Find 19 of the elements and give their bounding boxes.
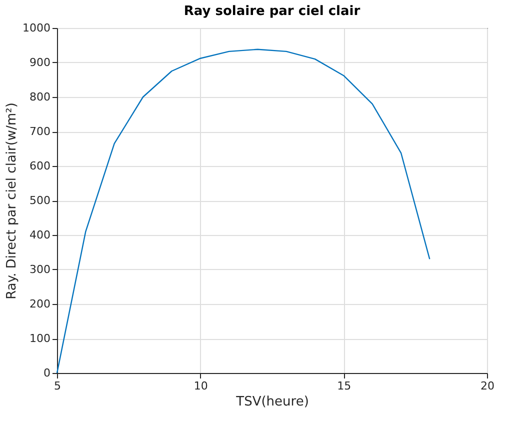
x-tick-label: 15 [337, 380, 352, 392]
y-tick-label: 300 [30, 263, 50, 276]
y-tick-label: 600 [30, 160, 50, 172]
y-tick-label: 400 [30, 228, 50, 242]
y-tick-label: 200 [30, 298, 50, 310]
x-tick-label: 5 [54, 380, 61, 392]
y-tick-label: 100 [30, 332, 50, 345]
y-tick-label: 500 [30, 194, 50, 207]
chart-title: Ray solaire par ciel clair [184, 4, 361, 19]
y-tick-label: 800 [30, 90, 50, 104]
y-tick-label: 900 [30, 56, 50, 69]
y-tick-label: 0 [44, 366, 50, 380]
y-tick-label: 700 [30, 125, 50, 138]
x-axis-title: TSV(heure) [235, 394, 309, 410]
x-tick-label: 20 [480, 380, 494, 392]
y-axis-title: Ray. Direct par ciel clair(w/m²) [4, 102, 20, 300]
y-tick-label: 1000 [22, 22, 50, 34]
line-series [56, 48, 430, 374]
x-tick-label: 10 [194, 380, 208, 392]
